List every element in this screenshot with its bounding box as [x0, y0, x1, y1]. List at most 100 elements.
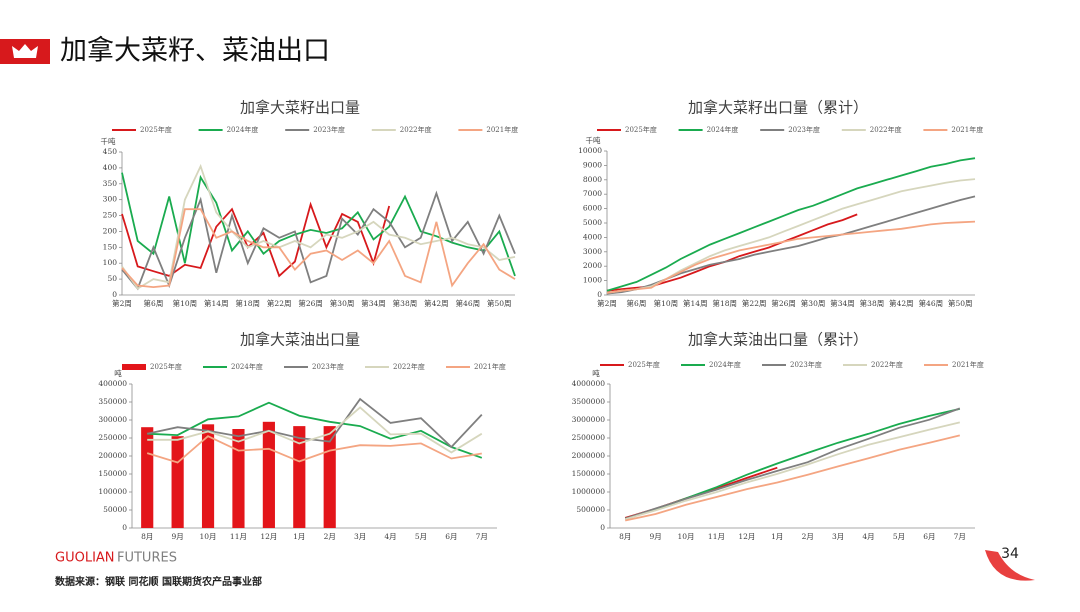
legend-label: 2022年度 — [393, 362, 425, 371]
x-tick-label: 2月 — [324, 532, 336, 541]
chart-title: 加拿大菜油出口量 — [240, 331, 360, 349]
x-tick-label: 12月 — [260, 532, 277, 541]
y-tick-label: 150 — [103, 242, 118, 251]
y-tick-label: 400 — [103, 163, 118, 172]
legend-label: 2022年度 — [871, 360, 903, 369]
y-tick-label: 350 — [103, 179, 118, 188]
y-tick-label: 300000 — [98, 415, 127, 424]
legend-label: 2023年度 — [790, 360, 822, 369]
brand-suffix: FUTURES — [117, 551, 177, 566]
y-tick-label: 2000 — [583, 261, 602, 270]
y-tick-label: 1500000 — [572, 469, 606, 478]
y-tick-label: 7000 — [583, 189, 602, 198]
x-tick-label: 第50周 — [948, 298, 973, 308]
series-line — [606, 178, 976, 294]
legend-label: 2023年度 — [788, 125, 820, 134]
x-tick-label: 5月 — [893, 532, 905, 541]
x-tick-label: 2月 — [802, 532, 814, 541]
page-title: 加拿大菜籽、菜油出口 — [60, 36, 330, 67]
x-tick-label: 9月 — [171, 532, 183, 541]
legend-label: 2024年度 — [231, 362, 263, 371]
x-tick-label: 3月 — [354, 532, 366, 541]
series-line — [121, 201, 391, 278]
series-line — [146, 435, 482, 464]
x-tick-label: 7月 — [476, 532, 488, 541]
x-tick-label: 第26周 — [771, 298, 796, 308]
x-tick-label: 第38周 — [860, 298, 885, 308]
x-tick-label: 第26周 — [298, 298, 323, 308]
y-tick-label: 4000 — [583, 232, 602, 241]
y-tick-label: 8000 — [583, 175, 602, 184]
x-tick-label: 8月 — [141, 532, 153, 541]
bar — [293, 426, 306, 528]
x-tick-label: 第22周 — [267, 298, 292, 308]
x-tick-label: 第6周 — [627, 298, 647, 308]
legend-swatch — [122, 364, 146, 370]
bar — [232, 429, 245, 528]
series-line — [147, 401, 483, 459]
chart-title: 加拿大菜油出口量（累计） — [688, 331, 868, 349]
x-tick-label: 第30周 — [801, 298, 826, 308]
y-tick-label: 3000000 — [572, 415, 606, 424]
series-line — [121, 208, 516, 289]
legend-label: 2025年度 — [140, 125, 172, 134]
y-tick-label: 9000 — [583, 160, 602, 169]
y-tick-label: 0 — [597, 290, 602, 299]
series-line — [121, 172, 516, 277]
legend-label: 2024年度 — [707, 125, 739, 134]
chart-title: 加拿大菜籽出口量（累计） — [688, 99, 868, 117]
x-tick-label: 第38周 — [393, 298, 418, 308]
page-number: 34 — [1001, 546, 1019, 562]
y-tick-label: 300 — [103, 195, 118, 204]
series-line — [147, 397, 483, 449]
x-tick-label: 4月 — [384, 532, 396, 541]
x-tick-label: 11月 — [708, 532, 725, 541]
crown-icon — [12, 44, 38, 58]
y-tick-label: 50000 — [103, 505, 127, 514]
legend-label: 2025年度 — [628, 360, 660, 369]
x-tick-label: 第14周 — [204, 298, 229, 308]
x-tick-label: 10月 — [678, 532, 695, 541]
corner-decoration — [985, 550, 1035, 581]
bar — [262, 421, 275, 528]
y-axis-label: 千吨 — [586, 135, 601, 145]
x-tick-label: 8月 — [619, 532, 631, 541]
legend-label: 2022年度 — [870, 125, 902, 134]
chart-title: 加拿大菜籽出口量 — [240, 99, 360, 117]
x-tick-label: 第30周 — [330, 298, 355, 308]
x-tick-label: 第22周 — [742, 298, 767, 308]
bar — [201, 424, 215, 528]
x-tick-label: 第42周 — [424, 298, 449, 308]
legend-label: 2021年度 — [486, 125, 518, 134]
y-tick-label: 450 — [103, 147, 118, 156]
y-tick-label: 6000 — [583, 204, 602, 213]
series-line — [606, 157, 976, 292]
x-tick-label: 第18周 — [712, 298, 737, 308]
x-tick-label: 第50周 — [487, 298, 512, 308]
x-tick-label: 第34周 — [361, 298, 386, 308]
y-tick-label: 0 — [600, 523, 605, 532]
y-axis-label: 吨 — [114, 368, 122, 378]
series-line — [121, 163, 516, 290]
series-line — [625, 434, 961, 522]
bar — [171, 436, 184, 528]
x-tick-label: 6月 — [923, 532, 935, 541]
y-axis-label: 吨 — [592, 368, 600, 378]
y-tick-label: 3000 — [583, 247, 602, 256]
x-tick-label: 第10周 — [654, 298, 679, 308]
legend-label: 2023年度 — [312, 362, 344, 371]
x-tick-label: 第46周 — [456, 298, 481, 308]
legend-label: 2021年度 — [474, 362, 506, 371]
y-tick-label: 50 — [107, 274, 117, 283]
legend-label: 2024年度 — [709, 360, 741, 369]
series-line — [606, 195, 976, 295]
x-tick-label: 第2周 — [597, 298, 617, 308]
brand: GUOLIAN — [55, 551, 115, 566]
y-tick-label: 400000 — [98, 379, 127, 388]
y-tick-label: 4000000 — [572, 379, 606, 388]
x-tick-label: 第18周 — [235, 298, 260, 308]
x-tick-label: 第2周 — [112, 298, 132, 308]
x-tick-label: 第10周 — [173, 298, 198, 308]
y-tick-label: 1000 — [583, 276, 602, 285]
series-line — [606, 220, 976, 294]
